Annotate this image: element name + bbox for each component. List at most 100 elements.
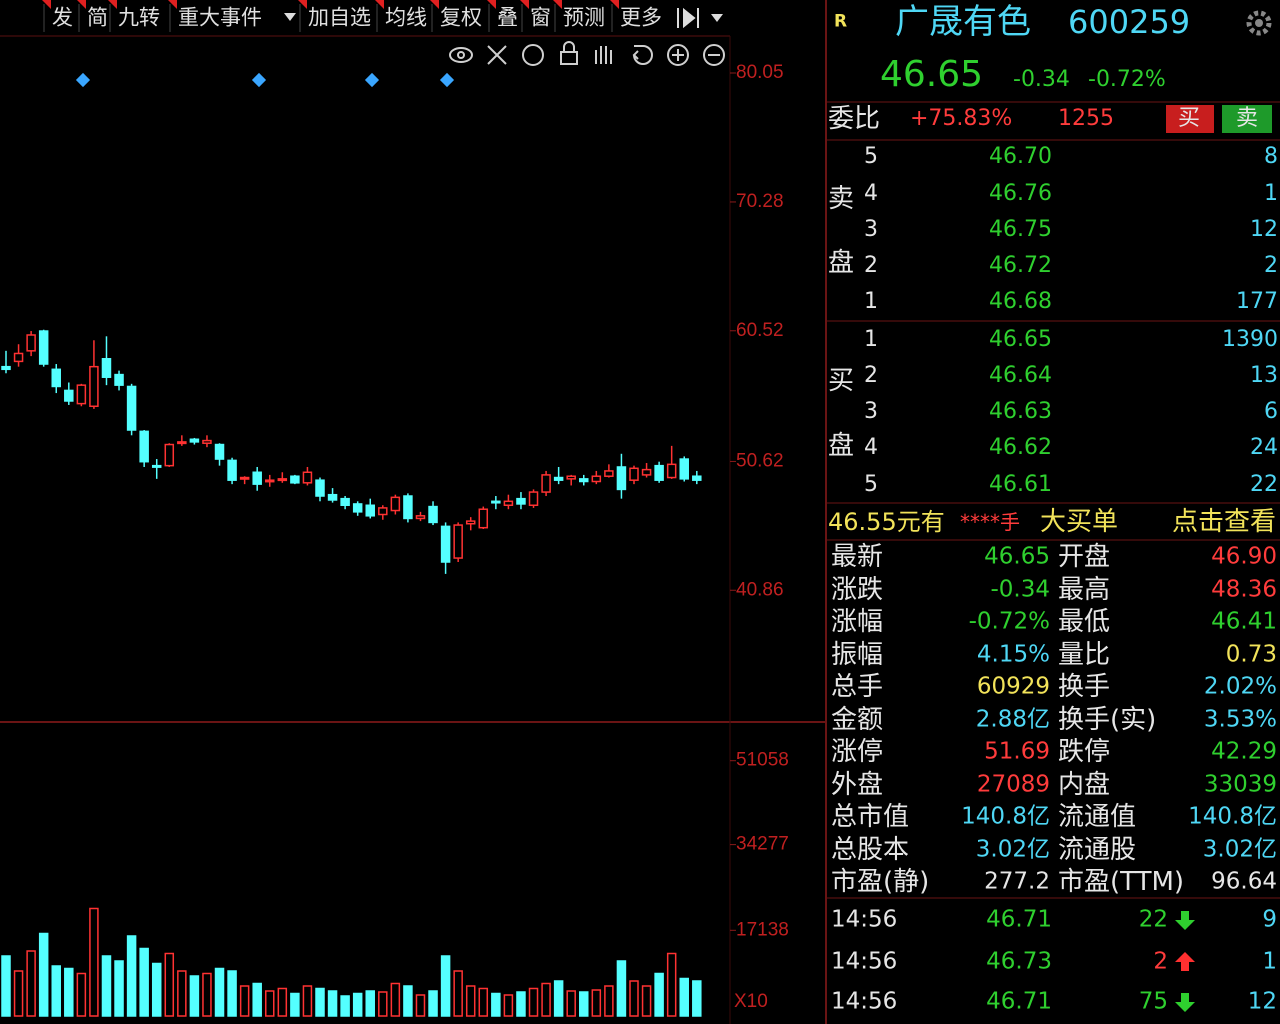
volume-bar [478, 987, 489, 1017]
y-tick-label: 60.52 [736, 320, 784, 341]
candle-body [177, 441, 187, 445]
volume-bar [164, 952, 175, 1017]
stat-value: 27089 [976, 771, 1050, 797]
sell-button-bg[interactable] [1222, 105, 1272, 133]
volume-bar [616, 960, 627, 1017]
candle-body [666, 463, 677, 479]
volume-bar [440, 955, 451, 1017]
candle-body [390, 496, 401, 512]
candle-body [189, 438, 200, 443]
toolbar-item[interactable]: 九转 [118, 5, 160, 30]
toolbar-item[interactable]: 简 [87, 5, 108, 30]
stat-label: 最高 [1058, 574, 1111, 605]
buy-button-bg[interactable] [1166, 105, 1214, 133]
candle-body [126, 385, 137, 431]
order-level: 2 [864, 253, 878, 278]
stat-label: 外盘 [831, 769, 884, 800]
volume-bar [51, 965, 61, 1017]
sell-button[interactable]: 卖 [1236, 106, 1259, 131]
stat-label: 内盘 [1058, 769, 1111, 800]
toolbar-corner [298, 0, 307, 9]
zoom-in-plus [672, 49, 684, 61]
order-volume: 8 [1264, 144, 1278, 169]
volume-bar [378, 991, 388, 1017]
candle-body [290, 475, 300, 484]
undo-icon[interactable] [632, 45, 653, 65]
buy-button[interactable]: 买 [1178, 106, 1201, 131]
candle-body [89, 365, 99, 408]
stat-label: 金额 [831, 704, 884, 735]
dropdown-arrow[interactable] [711, 14, 723, 22]
trade-arrow [1175, 993, 1195, 1012]
volume-bar [541, 982, 551, 1017]
candle-body [641, 468, 652, 476]
toolbar-item[interactable]: 更多 [620, 5, 662, 30]
volume-bar [491, 992, 501, 1017]
toolbar-corner [108, 0, 117, 9]
stat-value: 3.02亿 [975, 836, 1050, 862]
toolbar-item[interactable]: 重大事件 [178, 5, 262, 30]
trade-price: 46.71 [986, 988, 1052, 1015]
zoom-out-icon[interactable] [703, 44, 725, 66]
side-label: 买 [828, 366, 855, 396]
stock-name: 广晟有色 [895, 2, 1031, 42]
price-change: -0.34 [1013, 67, 1070, 92]
cut-icon[interactable] [487, 45, 507, 65]
volume-bar [465, 985, 476, 1017]
toolbar-item[interactable]: 叠 [497, 5, 518, 30]
stat-label: 最低 [1058, 607, 1111, 637]
stat-value: 51.69 [984, 738, 1050, 765]
trade-count: 12 [1247, 988, 1277, 1015]
zoom-in-icon[interactable] [667, 44, 689, 66]
eye-icon-pupil [457, 51, 465, 59]
stat-value: 3.02亿 [1202, 836, 1277, 862]
trade-count: 9 [1262, 906, 1277, 933]
y-tick-label: 17138 [736, 919, 789, 940]
candle-body [352, 503, 363, 513]
candle-body [101, 358, 112, 378]
y-tick-label: 40.86 [736, 579, 784, 600]
y-tick-label: 34277 [736, 834, 789, 855]
toolbar-item[interactable]: 预测 [563, 5, 605, 30]
y-tick-label: 80.05 [736, 62, 784, 83]
candle-body [327, 493, 338, 501]
eye-icon[interactable] [449, 47, 473, 63]
ratio-value: +75.83% [910, 106, 1013, 131]
volume-bar [629, 980, 639, 1017]
volume-bar [252, 982, 262, 1017]
trade-volume: 75 [1138, 988, 1168, 1015]
toolbar-item[interactable]: 发 [52, 5, 73, 30]
event-marker[interactable] [439, 72, 455, 88]
toolbar-item[interactable]: 均线 [385, 5, 427, 30]
toolbar-item[interactable]: 复权 [440, 5, 482, 30]
order-volume: 177 [1236, 289, 1278, 314]
price-change-pct: -0.72% [1088, 67, 1166, 92]
volume-bar [38, 932, 49, 1017]
order-price: 46.64 [989, 363, 1052, 388]
collapse-icon[interactable] [677, 7, 699, 29]
toolbar-item[interactable]: 窗 [530, 5, 551, 30]
stat-label: 总手 [831, 672, 884, 702]
stat-label: 总股本 [831, 834, 910, 865]
big-order-link[interactable]: 点击查看 [1171, 507, 1276, 537]
volume-bar [89, 907, 99, 1017]
lock-icon[interactable] [560, 51, 578, 65]
event-marker[interactable] [364, 72, 380, 88]
big-order-amount: ****手 [960, 510, 1020, 534]
candle-body [654, 464, 664, 481]
volume-bar [277, 987, 288, 1017]
stat-label: 最新 [831, 542, 884, 572]
candle-body [403, 495, 413, 520]
play-icon[interactable] [522, 44, 544, 66]
volume-bar [654, 972, 664, 1017]
dropdown-arrow[interactable] [284, 13, 296, 21]
trade-arrow [1175, 911, 1195, 930]
side-label: 盘 [828, 431, 855, 461]
volume-bar [390, 982, 401, 1017]
settings-icon[interactable] [1246, 10, 1272, 36]
toolbar-item[interactable]: 加自选 [308, 5, 371, 30]
trade-volume: 22 [1138, 906, 1168, 933]
candle-body [164, 443, 175, 467]
order-volume: 24 [1250, 435, 1278, 460]
hand-icon[interactable] [595, 46, 612, 64]
